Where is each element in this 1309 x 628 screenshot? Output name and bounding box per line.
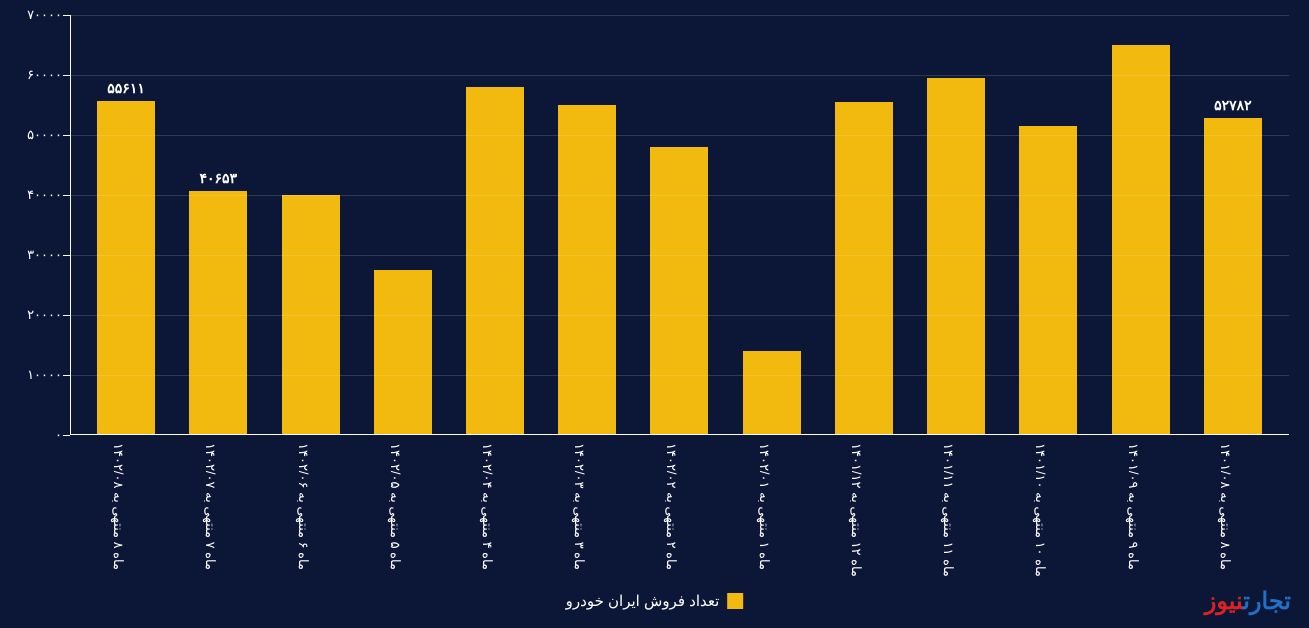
bar <box>650 147 708 435</box>
x-tick-slot: ماه ۱۱ منتهی به ۱۴۰۱/۱۱ <box>910 435 1002 585</box>
x-tick-label: ماه ۱ منتهی به ۱۴۰۲/۰۱ <box>756 443 772 570</box>
x-tick-label: ماه ۴ منتهی به ۱۴۰۲/۰۴ <box>479 443 495 570</box>
bar <box>189 191 247 435</box>
bar-chart: ۰ ۱۰۰۰۰ ۲۰۰۰۰ ۳۰۰۰۰ ۴۰۰۰۰ ۵۰۰۰۰ ۶۰۰۰۰ ۷۰۰۰۰ ۵۲۷… <box>0 0 1309 628</box>
bar <box>1019 126 1077 435</box>
bar-slot <box>910 15 1002 435</box>
x-tick-slot: ماه ۷ منتهی به ۱۴۰۲/۰۷ <box>172 435 264 585</box>
bar-slot <box>541 15 633 435</box>
bars-row: ۵۲۷۸۲ ۴۰۶۵۳ ۵۵۶۱۱ <box>70 15 1289 435</box>
x-tick-slot: ماه ۱۰ منتهی به ۱۴۰۱/۱۰ <box>1002 435 1094 585</box>
y-tick-label: ۵۰۰۰۰ <box>27 127 62 143</box>
bar <box>374 270 432 435</box>
x-tick-slot: ماه ۸ منتهی به ۱۴۰۱/۰۸ <box>1187 435 1279 585</box>
bar <box>1112 45 1170 435</box>
x-tick-label: ماه ۹ منتهی به ۱۴۰۱/۰۹ <box>1125 443 1141 570</box>
y-tick-label: ۴۰۰۰۰ <box>27 187 62 203</box>
x-tick-label: ماه ۸ منتهی به ۱۴۰۲/۰۸ <box>110 443 126 570</box>
x-tick-label: ماه ۱۲ منتهی به ۱۴۰۱/۱۲ <box>848 443 864 577</box>
x-tick-slot: ماه ۴ منتهی به ۱۴۰۲/۰۴ <box>449 435 541 585</box>
bar <box>835 102 893 435</box>
bar <box>927 78 985 435</box>
watermark-part-a: تجارت <box>1243 588 1291 615</box>
bar-slot <box>818 15 910 435</box>
x-tick-slot: ماه ۲ منتهی به ۱۴۰۲/۰۲ <box>633 435 725 585</box>
x-tick-slot: ماه ۹ منتهی به ۱۴۰۱/۰۹ <box>1095 435 1187 585</box>
bar <box>466 87 524 435</box>
y-tick-label: ۶۰۰۰۰ <box>27 67 62 83</box>
bar-value-label: ۵۲۷۸۲ <box>1214 97 1252 114</box>
bar <box>558 105 616 435</box>
x-tick-label: ماه ۶ منتهی به ۱۴۰۲/۰۶ <box>295 443 311 570</box>
legend: تعداد فروش ایران خودرو <box>566 592 744 610</box>
bar-value-label: ۵۵۶۱۱ <box>107 80 145 97</box>
bar-slot <box>357 15 449 435</box>
bar-slot <box>633 15 725 435</box>
gridline <box>70 195 1289 196</box>
y-tick-label: ۰ <box>55 427 62 443</box>
x-tick-slot: ماه ۵ منتهی به ۱۴۰۲/۰۵ <box>357 435 449 585</box>
bar <box>1204 118 1262 435</box>
y-tick-label: ۱۰۰۰۰ <box>27 367 62 383</box>
bar <box>743 351 801 435</box>
plot-area: ۵۲۷۸۲ ۴۰۶۵۳ ۵۵۶۱۱ <box>70 15 1289 435</box>
x-tick-slot: ماه ۳ منتهی به ۱۴۰۲/۰۳ <box>541 435 633 585</box>
gridline <box>70 15 1289 16</box>
bar-slot <box>1095 15 1187 435</box>
legend-swatch <box>727 593 743 609</box>
x-tick-label: ماه ۱۱ منتهی به ۱۴۰۱/۱۱ <box>940 443 956 577</box>
legend-label: تعداد فروش ایران خودرو <box>566 592 720 610</box>
x-tick-label: ماه ۲ منتهی به ۱۴۰۲/۰۲ <box>663 443 679 570</box>
bar-slot <box>726 15 818 435</box>
x-tick-label: ماه ۳ منتهی به ۱۴۰۲/۰۳ <box>571 443 587 570</box>
gridline <box>70 75 1289 76</box>
gridline <box>70 135 1289 136</box>
gridline <box>70 375 1289 376</box>
x-tick-slot: ماه ۶ منتهی به ۱۴۰۲/۰۶ <box>264 435 356 585</box>
x-tick-label: ماه ۱۰ منتهی به ۱۴۰۱/۱۰ <box>1032 443 1048 577</box>
gridline <box>70 255 1289 256</box>
y-axis: ۰۱۰۰۰۰۲۰۰۰۰۳۰۰۰۰۴۰۰۰۰۵۰۰۰۰۶۰۰۰۰۷۰۰۰۰ <box>0 15 70 435</box>
gridline <box>70 315 1289 316</box>
y-tick-label: ۷۰۰۰۰ <box>27 7 62 23</box>
x-tick-slot: ماه ۸ منتهی به ۱۴۰۲/۰۸ <box>80 435 172 585</box>
x-axis: ماه ۸ منتهی به ۱۴۰۱/۰۸ ماه ۹ منتهی به ۱۴۰… <box>70 435 1289 585</box>
bar-value-label: ۴۰۶۵۳ <box>199 170 237 187</box>
bar-slot <box>1002 15 1094 435</box>
x-tick-label: ماه ۷ منتهی به ۱۴۰۲/۰۷ <box>202 443 218 570</box>
y-tick-label: ۲۰۰۰۰ <box>27 307 62 323</box>
bar-slot <box>449 15 541 435</box>
x-tick-slot: ماه ۱۲ منتهی به ۱۴۰۱/۱۲ <box>818 435 910 585</box>
bar-slot: ۵۲۷۸۲ <box>1187 15 1279 435</box>
y-tick-label: ۳۰۰۰۰ <box>27 247 62 263</box>
bar-slot: ۵۵۶۱۱ <box>80 15 172 435</box>
x-tick-slot: ماه ۱ منتهی به ۱۴۰۲/۰۱ <box>726 435 818 585</box>
watermark-part-b: نیوز <box>1205 588 1243 615</box>
x-tick-label: ماه ۵ منتهی به ۱۴۰۲/۰۵ <box>387 443 403 570</box>
bar-slot: ۴۰۶۵۳ <box>172 15 264 435</box>
bar <box>97 101 155 435</box>
watermark-logo: تجارتنیوز <box>1205 587 1291 616</box>
x-tick-label: ماه ۸ منتهی به ۱۴۰۱/۰۸ <box>1217 443 1233 570</box>
bar-slot <box>264 15 356 435</box>
